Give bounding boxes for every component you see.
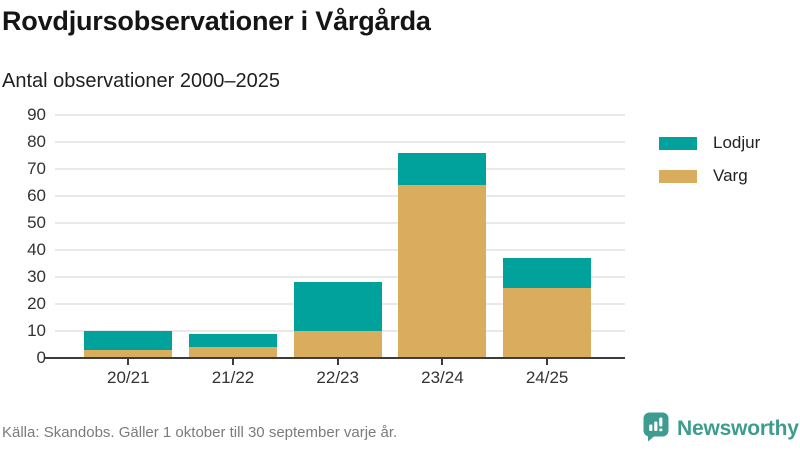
chart-subtitle: Antal observationer 2000–2025	[2, 70, 280, 92]
legend: Lodjur Varg	[659, 133, 760, 199]
brand-name: Newsworthy	[677, 417, 799, 440]
legend-swatch-lodjur	[659, 136, 697, 150]
y-tick-label-30: 30	[27, 267, 46, 286]
y-tick-label-10: 10	[27, 321, 46, 340]
bar-20-21-lodjur	[84, 331, 173, 350]
y-tick-label-70: 70	[27, 159, 46, 178]
x-tick-label-20-21: 20/21	[107, 368, 150, 387]
plot-area	[55, 114, 625, 358]
bar-23-24-lodjur	[398, 152, 487, 186]
legend-label-lodjur: Lodjur	[713, 133, 761, 152]
bar-23-24-varg	[398, 185, 487, 358]
gridline-60	[55, 195, 625, 197]
x-tick-23-24	[441, 359, 444, 365]
legend-item-varg: Varg	[659, 166, 760, 186]
gridline-50	[55, 222, 625, 224]
y-tick-label-40: 40	[27, 240, 46, 259]
x-tick-21-22	[232, 359, 234, 365]
x-tick-24-25	[546, 359, 549, 365]
gridline-80	[55, 141, 625, 143]
y-tick-label-20: 20	[27, 294, 46, 313]
y-tick-label-0: 0	[36, 348, 46, 367]
legend-swatch-varg	[659, 169, 697, 183]
y-tick-label-90: 90	[27, 105, 46, 124]
y-tick-label-60: 60	[27, 186, 46, 205]
gridline-40	[55, 249, 625, 251]
newsworthy-logo-icon	[642, 411, 670, 447]
y-tick-label-80: 80	[27, 132, 46, 151]
bar-21-22-lodjur	[189, 333, 277, 348]
bar-24-25-lodjur	[503, 258, 592, 288]
source-note: Källa: Skandobs. Gäller 1 oktober till 3…	[2, 424, 398, 441]
y-tick-label-50: 50	[27, 213, 46, 232]
legend-item-lodjur: Lodjur	[659, 133, 760, 153]
x-tick-22-23	[336, 359, 339, 365]
x-tick-label-22-23: 22/23	[316, 368, 359, 387]
x-tick-20-21	[127, 359, 130, 365]
x-axis-line	[45, 356, 625, 359]
bar-22-23-varg	[293, 331, 382, 358]
legend-label-varg: Varg	[713, 166, 748, 185]
gridline-70	[55, 168, 625, 170]
gridline-90	[55, 114, 625, 116]
x-tick-label-23-24: 23/24	[421, 368, 464, 387]
brand-footer: Newsworthy	[642, 411, 799, 447]
gridline-30	[55, 276, 625, 278]
bar-24-25-varg	[503, 287, 592, 358]
x-tick-label-21-22: 21/22	[211, 368, 255, 387]
bar-21-22-varg	[189, 347, 277, 358]
x-tick-label-24-25: 24/25	[525, 368, 569, 387]
bar-20-21-varg	[84, 349, 173, 358]
bar-22-23-lodjur	[293, 282, 382, 331]
chart-title: Rovdjursobservationer i Vårgårda	[2, 6, 431, 36]
